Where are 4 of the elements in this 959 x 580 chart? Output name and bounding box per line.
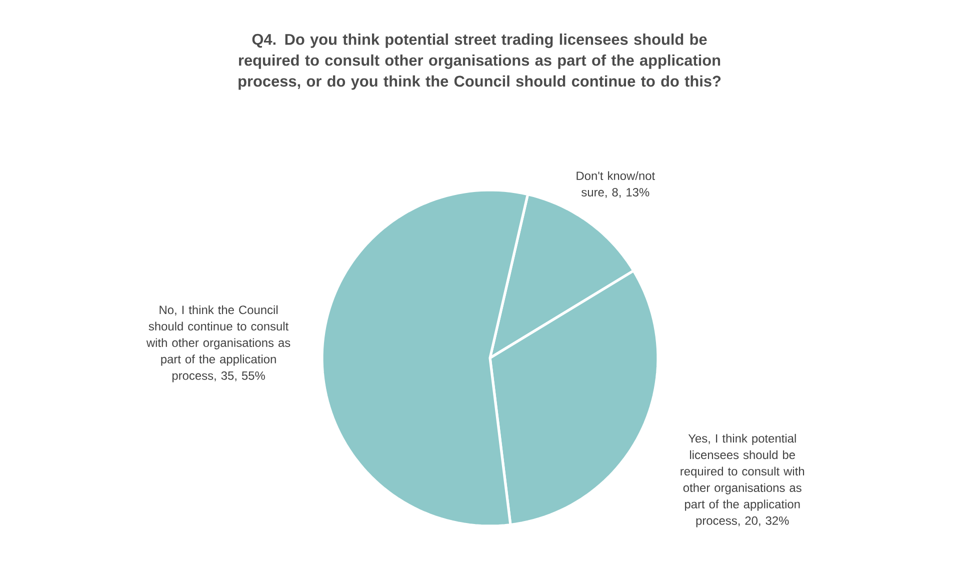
chart-title: Q4. Do you think potential street trading licensees should be required to consult other organisations as part of the application process, or do you think the Council should continue to do this? bbox=[238, 34, 721, 90]
slice-label: No, I think the Council should continue to consult with other organisations as part of the application process, 35, 55% bbox=[146, 305, 290, 382]
slice-label: Yes, I think potential licensees should be required to consult with other organisations as part of the application process, 20, 32% bbox=[680, 434, 804, 528]
slice-label: Don't know/not sure, 8, 13% bbox=[576, 171, 655, 198]
